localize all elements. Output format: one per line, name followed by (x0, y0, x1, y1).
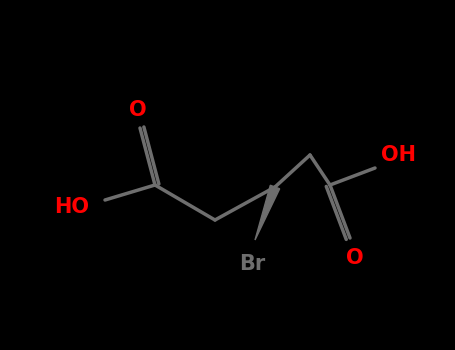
Text: OH: OH (380, 145, 415, 165)
Polygon shape (255, 185, 280, 240)
Text: HO: HO (55, 197, 90, 217)
Text: O: O (346, 248, 364, 268)
Text: O: O (129, 100, 147, 120)
Text: Br: Br (239, 254, 265, 274)
